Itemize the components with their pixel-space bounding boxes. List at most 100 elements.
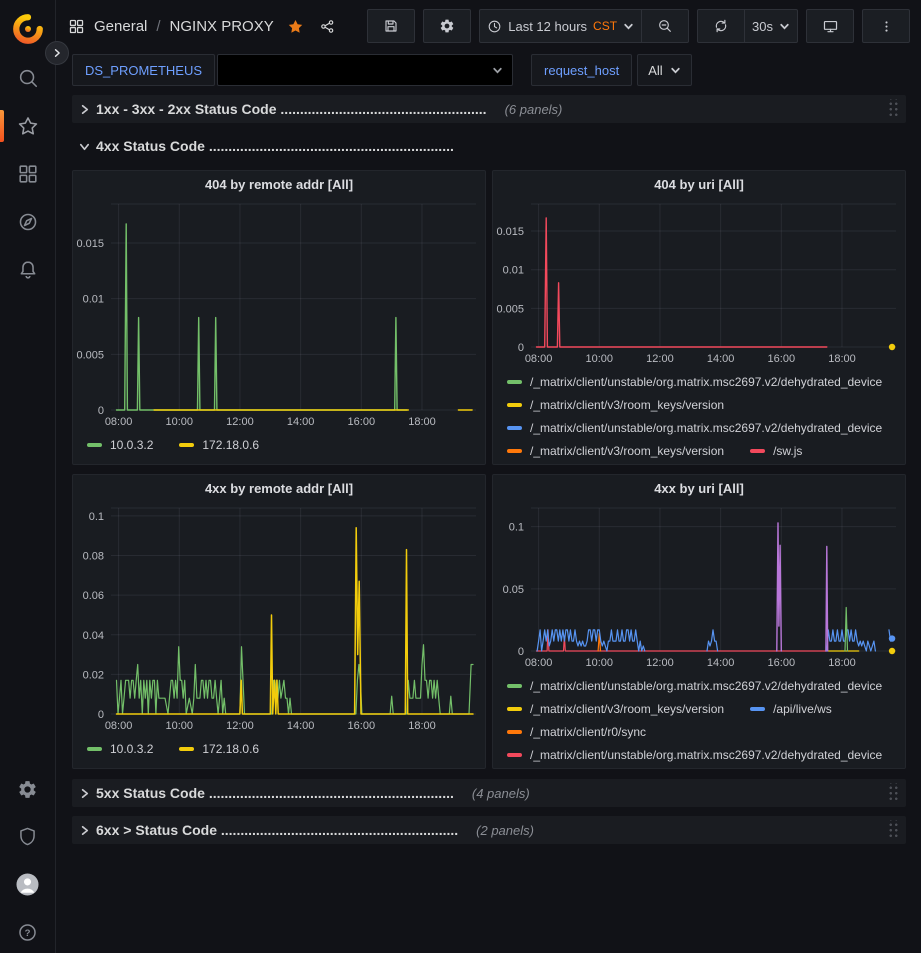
legend-item[interactable]: 10.0.3.2: [87, 438, 153, 452]
row-drag-handle[interactable]: [887, 99, 898, 119]
legend-series-label: 10.0.3.2: [110, 438, 154, 452]
row-drag-handle[interactable]: [887, 783, 898, 803]
sidebar-item-dashboards[interactable]: [0, 163, 55, 185]
dashboard-settings-button[interactable]: [423, 9, 472, 43]
legend-series-label: /_matrix/client/v3/room_keys/version: [530, 443, 725, 458]
legend-item[interactable]: /_matrix/client/v3/room_keys/version: [507, 398, 724, 412]
svg-text:14:00: 14:00: [287, 720, 315, 732]
user-avatar[interactable]: [0, 873, 55, 896]
legend-item[interactable]: /_matrix/client/r0/sync: [507, 725, 646, 739]
request-host-variable-select[interactable]: All: [637, 54, 692, 86]
svg-text:16:00: 16:00: [348, 416, 376, 428]
legend-item[interactable]: /_matrix/client/v3/room_keys/version: [507, 702, 724, 716]
datasource-variable-select[interactable]: [217, 54, 514, 86]
sidebar-item-configuration[interactable]: [0, 779, 55, 800]
breadcrumb-section[interactable]: General: [94, 17, 148, 35]
refresh-interval-picker[interactable]: 30s: [745, 9, 798, 43]
sidebar-item-starred[interactable]: [0, 115, 55, 137]
grafana-logo[interactable]: [0, 14, 55, 44]
datasource-variable-label[interactable]: DS_PROMETHEUS: [72, 54, 216, 86]
more-options-button[interactable]: [862, 9, 910, 43]
svg-text:0: 0: [518, 342, 524, 354]
chart-legend: 10.0.3.2 172.18.0.6: [73, 734, 485, 764]
sidebar-item-search[interactable]: [0, 67, 55, 89]
panel-title[interactable]: 4xx by remote addr [All]: [204, 480, 354, 496]
breadcrumb-separator: /: [156, 17, 161, 35]
legend-series-label: /_matrix/client/unstable/org.matrix.msc2…: [530, 374, 883, 389]
legend-row: /_matrix/client/v3/room_keys/version/sw.…: [507, 439, 905, 462]
legend-series-label: /_matrix/client/r0/sync: [530, 724, 647, 739]
row-panel-count: (6 panels): [504, 101, 563, 117]
row-header-4xx[interactable]: 4xx Status Code ........................…: [72, 132, 906, 160]
clock-icon: [488, 20, 501, 32]
legend-item[interactable]: /sw.js: [750, 444, 802, 458]
search-icon: [19, 69, 37, 88]
svg-text:?: ?: [25, 928, 31, 939]
svg-text:10:00: 10:00: [166, 416, 194, 428]
sidebar-item-server-admin[interactable]: [0, 826, 55, 847]
legend-item[interactable]: /_matrix/client/v3/room_keys/version: [507, 444, 724, 458]
legend-item[interactable]: 10.0.3.2: [87, 742, 153, 756]
legend-series-color: [507, 729, 522, 734]
row-header-6xx[interactable]: 6xx > Status Code ......................…: [72, 816, 906, 844]
panel-title[interactable]: 404 by uri [All]: [654, 176, 744, 192]
favorite-star-icon[interactable]: [287, 18, 304, 35]
svg-text:18:00: 18:00: [408, 416, 436, 428]
sidebar-item-explore[interactable]: [0, 211, 55, 233]
row-header-5xx[interactable]: 5xx Status Code ........................…: [72, 779, 906, 807]
svg-text:0.015: 0.015: [496, 226, 524, 238]
legend-item[interactable]: 172.18.0.6: [179, 438, 259, 452]
refresh-button[interactable]: [697, 9, 746, 43]
save-dashboard-button[interactable]: [367, 9, 416, 43]
svg-text:18:00: 18:00: [828, 353, 856, 365]
time-series-chart[interactable]: 0 0.005 0.01 0.015 08:00 10:00 12:00 14:00 16:00…: [493, 197, 905, 367]
sidebar-expand-button[interactable]: [45, 41, 69, 65]
panel-title[interactable]: 4xx by uri [All]: [654, 480, 744, 496]
panel-grid: 404 by remote addr [All] 0 0.005 0.01 0.015…: [72, 170, 906, 769]
row-drag-handle[interactable]: [887, 820, 898, 840]
legend-item[interactable]: /_matrix/client/unstable/org.matrix.msc2…: [507, 679, 882, 693]
time-series-chart[interactable]: 0 0.005 0.01 0.015 08:00 10:00 12:00 14:00 16:00…: [73, 197, 485, 430]
shield-icon: [20, 827, 35, 846]
legend-item[interactable]: /_matrix/client/unstable/org.matrix.msc2…: [507, 748, 882, 762]
request-host-variable-label[interactable]: request_host: [531, 54, 633, 86]
legend-series-label: /_matrix/client/unstable/org.matrix.msc2…: [530, 678, 883, 693]
share-icon[interactable]: [319, 18, 336, 35]
legend-item[interactable]: 172.18.0.6: [179, 742, 259, 756]
chevron-right-icon: [78, 787, 96, 800]
legend-item[interactable]: /_matrix/client/unstable/org.matrix.msc2…: [507, 375, 882, 389]
row-header-1xx-3xx-2xx[interactable]: 1xx - 3xx - 2xx Status Code ............…: [72, 95, 906, 123]
chart-legend: /_matrix/client/unstable/org.matrix.msc2…: [493, 671, 905, 768]
svg-text:08:00: 08:00: [525, 657, 553, 669]
svg-text:10:00: 10:00: [586, 353, 614, 365]
breadcrumb-dashboard-title[interactable]: NGINX PROXY: [169, 17, 274, 35]
legend-series-color: [507, 379, 522, 384]
svg-text:16:00: 16:00: [348, 720, 376, 732]
time-range-label: Last 12 hours: [508, 18, 588, 34]
apps-grid-icon: [69, 19, 84, 33]
svg-text:18:00: 18:00: [408, 720, 436, 732]
svg-text:16:00: 16:00: [768, 353, 796, 365]
svg-text:0.06: 0.06: [83, 590, 104, 602]
zoom-out-time-button[interactable]: [642, 9, 690, 43]
time-range-picker[interactable]: Last 12 hours CST: [479, 9, 643, 43]
cycle-view-mode-button[interactable]: [806, 9, 854, 43]
time-controls: Last 12 hours CST: [479, 9, 690, 43]
time-series-chart[interactable]: 0 0.05 0.1 08:00 10:00 12:00 14:00 16:00 18:00: [493, 501, 905, 671]
legend-series-color: [87, 443, 102, 447]
legend-row: /_matrix/client/r0/sync: [507, 720, 905, 743]
svg-text:08:00: 08:00: [525, 353, 553, 365]
svg-text:10:00: 10:00: [166, 720, 194, 732]
chevron-right-icon: [78, 103, 96, 116]
time-series-chart[interactable]: 0 0.02 0.04 0.06 0.08 0.1 08:00 10:00 12:00 14:00…: [73, 501, 485, 734]
sidebar-item-alerting[interactable]: [0, 259, 55, 281]
sidebar-item-help[interactable]: ?: [0, 922, 55, 943]
panel-title[interactable]: 404 by remote addr [All]: [204, 176, 354, 192]
legend-series-label: /sw.js: [773, 443, 803, 458]
svg-text:0.01: 0.01: [503, 265, 524, 277]
legend-item[interactable]: /_matrix/client/unstable/org.matrix.msc2…: [507, 421, 882, 435]
dashboard-body: 1xx - 3xx - 2xx Status Code ............…: [56, 88, 921, 953]
legend-series-color: [87, 747, 102, 751]
legend-item[interactable]: /api/live/ws: [750, 702, 832, 716]
